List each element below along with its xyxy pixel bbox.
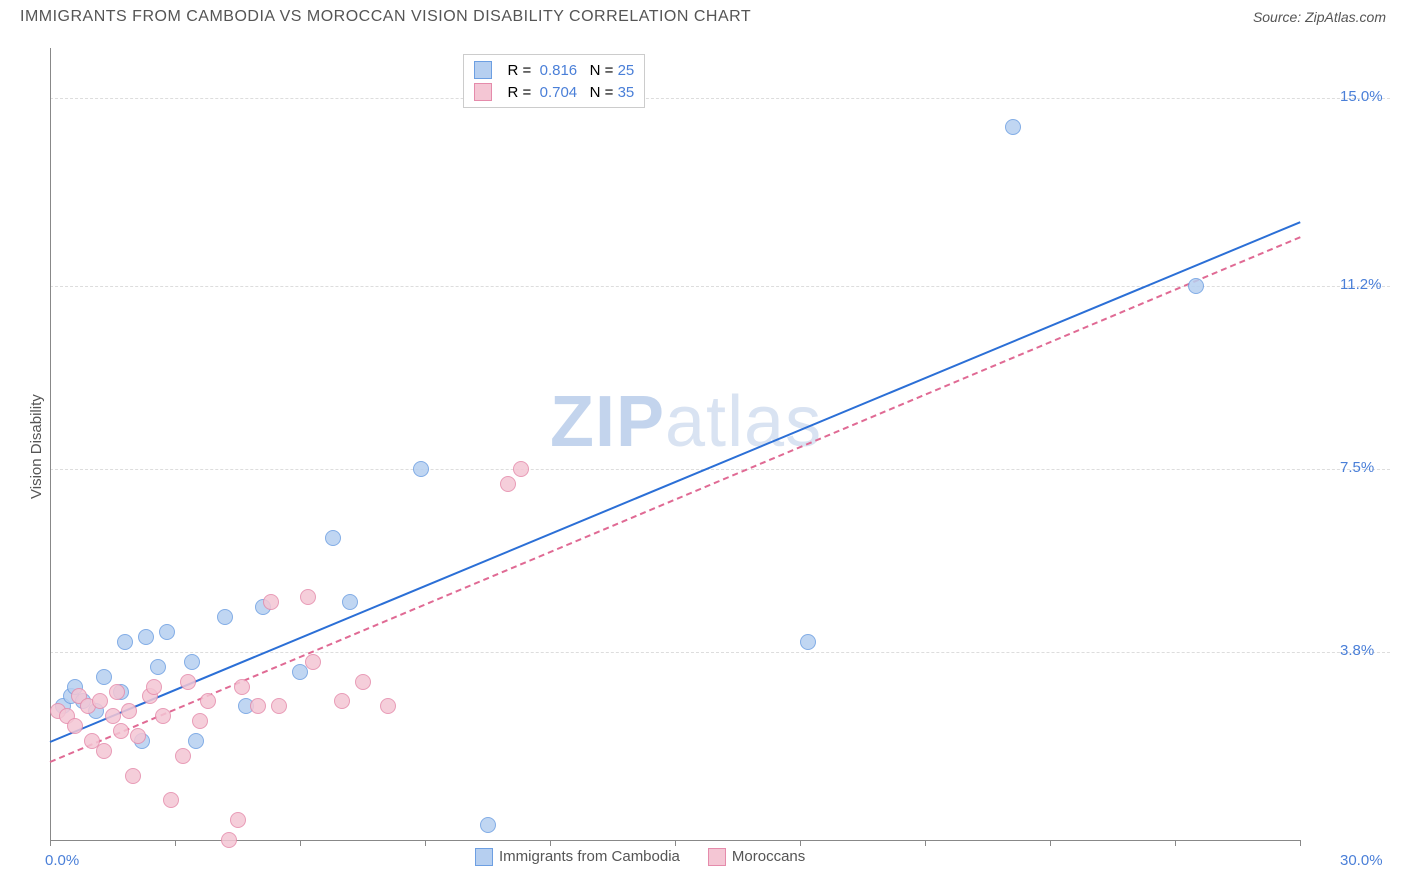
data-point [192,713,208,729]
data-point [230,812,246,828]
x-tick [1050,840,1051,846]
data-point [800,634,816,650]
legend-swatch [474,83,492,101]
data-point [109,684,125,700]
trend-line [50,221,1301,743]
x-tick [300,840,301,846]
data-point [163,792,179,808]
series-legend: Immigrants from Cambodia Moroccans [475,848,805,866]
gridline [50,98,1390,99]
legend-label: Moroccans [732,848,805,865]
y-tick-label: 15.0% [1340,88,1383,105]
data-point [234,679,250,695]
gridline [50,652,1390,653]
correlation-legend: R = 0.816 N = 25R = 0.704 N = 35 [463,54,646,108]
data-point [413,461,429,477]
data-point [117,634,133,650]
data-point [355,674,371,690]
x-end-label: 30.0% [1340,852,1383,869]
data-point [96,743,112,759]
data-point [155,708,171,724]
x-tick [675,840,676,846]
x-tick [800,840,801,846]
x-tick [925,840,926,846]
legend-swatch [708,848,726,866]
data-point [175,748,191,764]
data-point [125,768,141,784]
data-point [271,698,287,714]
data-point [138,629,154,645]
correlation-row: R = 0.816 N = 25 [474,59,635,81]
data-point [130,728,146,744]
watermark: ZIPatlas [550,381,822,463]
y-tick-label: 11.2% [1340,276,1381,293]
y-tick-label: 7.5% [1340,459,1374,476]
data-point [96,669,112,685]
data-point [188,733,204,749]
data-point [180,674,196,690]
data-point [250,698,266,714]
data-point [325,530,341,546]
x-tick [425,840,426,846]
data-point [334,693,350,709]
source-label: Source: ZipAtlas.com [1253,9,1386,25]
data-point [217,609,233,625]
x-tick [50,840,51,846]
legend-swatch [475,848,493,866]
data-point [200,693,216,709]
data-point [480,817,496,833]
data-point [513,461,529,477]
data-point [221,832,237,848]
x-tick [1300,840,1301,846]
legend-item: Immigrants from Cambodia [475,848,680,866]
x-tick [175,840,176,846]
data-point [113,723,129,739]
chart-title: IMMIGRANTS FROM CAMBODIA VS MOROCCAN VIS… [20,8,751,26]
data-point [305,654,321,670]
data-point [146,679,162,695]
legend-label: Immigrants from Cambodia [499,848,680,865]
data-point [263,594,279,610]
gridline [50,469,1390,470]
y-axis-label: Vision Disability [28,394,45,499]
data-point [150,659,166,675]
y-axis [50,48,51,840]
data-point [105,708,121,724]
data-point [184,654,200,670]
data-point [500,476,516,492]
data-point [300,589,316,605]
correlation-row: R = 0.704 N = 35 [474,81,635,103]
data-point [380,698,396,714]
legend-item: Moroccans [708,848,805,866]
data-point [1188,278,1204,294]
data-point [1005,119,1021,135]
data-point [159,624,175,640]
data-point [67,718,83,734]
data-point [92,693,108,709]
x-tick [1175,840,1176,846]
y-tick-label: 3.8% [1340,642,1374,659]
x-tick [550,840,551,846]
data-point [121,703,137,719]
legend-swatch [474,61,492,79]
x-start-label: 0.0% [45,852,79,869]
data-point [342,594,358,610]
